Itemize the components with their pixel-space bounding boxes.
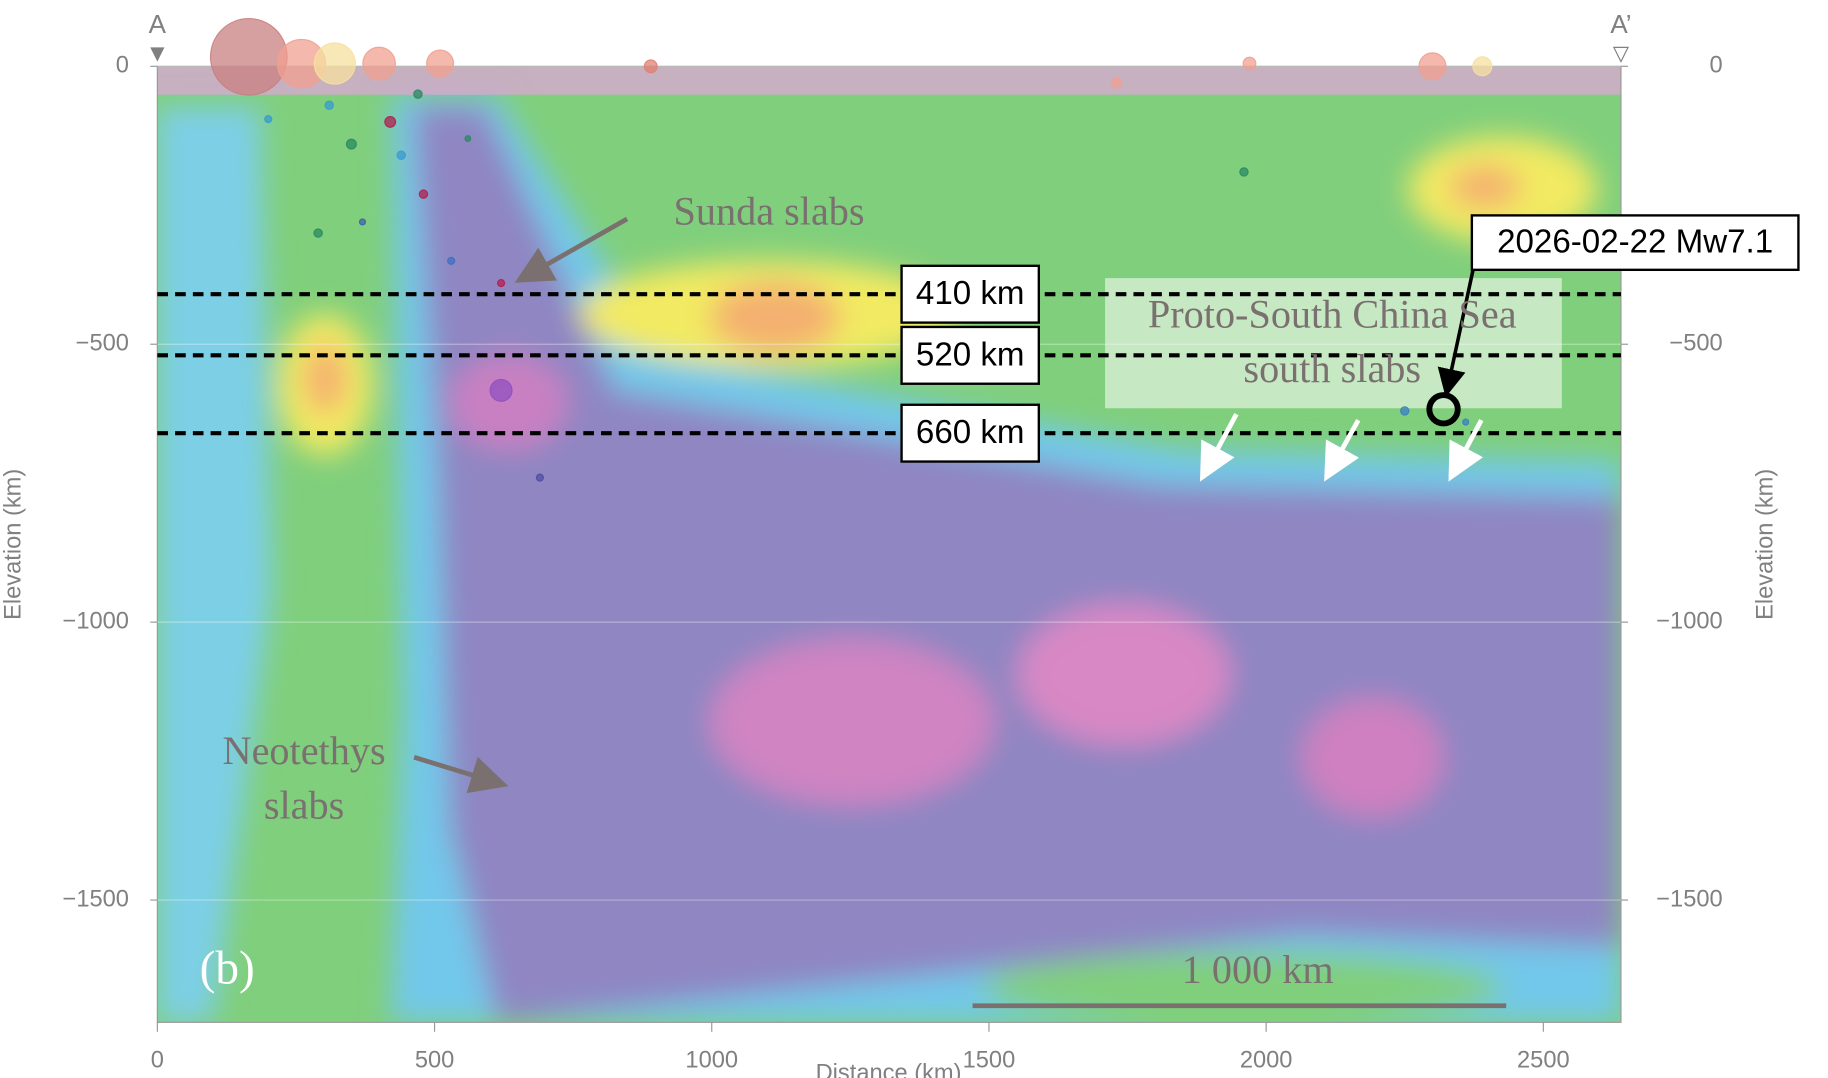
event <box>464 135 472 142</box>
x-axis-title: Distance (km) <box>816 1061 962 1078</box>
profile-end: A’ <box>1610 9 1631 39</box>
label-box <box>900 403 1041 463</box>
arrow <box>1324 418 1361 482</box>
event <box>313 228 323 238</box>
y-axis-title: Elevation (km) <box>0 469 26 620</box>
y-tick-label: −1500 <box>1656 886 1722 912</box>
y-tick-label: −1000 <box>1656 608 1722 634</box>
y-axis-title: Elevation (km) <box>1753 469 1779 620</box>
highlight-label: 2026-02-22 Mw7.1 <box>1497 224 1773 261</box>
x-tick-label: 1000 <box>685 1048 738 1074</box>
x-tick-label: 500 <box>415 1048 454 1074</box>
arrow <box>1437 269 1475 398</box>
event <box>1110 77 1122 89</box>
event <box>209 17 288 96</box>
x-tick-label: 1500 <box>963 1048 1016 1074</box>
event <box>1400 406 1410 416</box>
x-tick-label: 2500 <box>1517 1048 1570 1074</box>
event <box>313 42 356 85</box>
label-box <box>900 264 1041 324</box>
event <box>358 218 367 226</box>
arrow <box>514 216 629 283</box>
event <box>1242 56 1257 71</box>
event <box>535 473 544 482</box>
profile-marker <box>1612 46 1630 63</box>
plot-frame <box>156 65 1622 1023</box>
event <box>324 100 334 110</box>
annotation: south slabs <box>1243 346 1421 391</box>
y-tick-label: 0 <box>1710 53 1723 79</box>
depth-label: 520 km <box>916 336 1025 373</box>
arrow <box>1448 418 1484 482</box>
event <box>418 189 429 199</box>
event <box>1472 56 1493 77</box>
event <box>396 150 407 160</box>
event <box>1462 418 1470 426</box>
label-box <box>900 325 1041 385</box>
layer: 0 0 −500 −500 −1000 −1000 −1500 −1500 0 500 1000 15… <box>63 17 1800 1074</box>
event <box>384 115 397 128</box>
label-box <box>1470 214 1800 272</box>
y-tick-label: −500 <box>76 330 129 356</box>
event <box>264 115 273 124</box>
event <box>345 138 357 150</box>
y-tick-label: −500 <box>1669 330 1722 356</box>
y-tick-label: −1000 <box>63 608 129 634</box>
event <box>1418 52 1447 81</box>
annotation: Neotethys <box>223 728 386 773</box>
profile-start: A <box>149 9 167 39</box>
event <box>447 256 456 265</box>
tomography <box>157 66 1621 1023</box>
annotation: Sunda slabs <box>674 189 865 234</box>
event <box>426 49 455 78</box>
y-tick-label: −1500 <box>63 886 129 912</box>
annotation: slabs <box>264 783 344 828</box>
event <box>643 59 658 74</box>
annotation: Proto-South China Sea <box>1148 292 1517 337</box>
depth-label: 660 km <box>916 414 1025 451</box>
event <box>496 278 506 288</box>
x-tick-label: 2000 <box>1240 1048 1293 1074</box>
event <box>1239 167 1249 177</box>
arrow <box>1199 413 1239 482</box>
event <box>489 378 513 402</box>
arrow <box>413 755 509 794</box>
event <box>362 46 396 81</box>
profile-marker <box>150 47 165 62</box>
event <box>413 89 423 99</box>
x-tick-label: 0 <box>151 1048 164 1074</box>
y-tick-label: 0 <box>116 53 129 79</box>
panel-label: (b) <box>200 942 255 994</box>
scale-bar-label: 1 000 km <box>1182 947 1334 992</box>
depth-label: 410 km <box>916 275 1025 312</box>
